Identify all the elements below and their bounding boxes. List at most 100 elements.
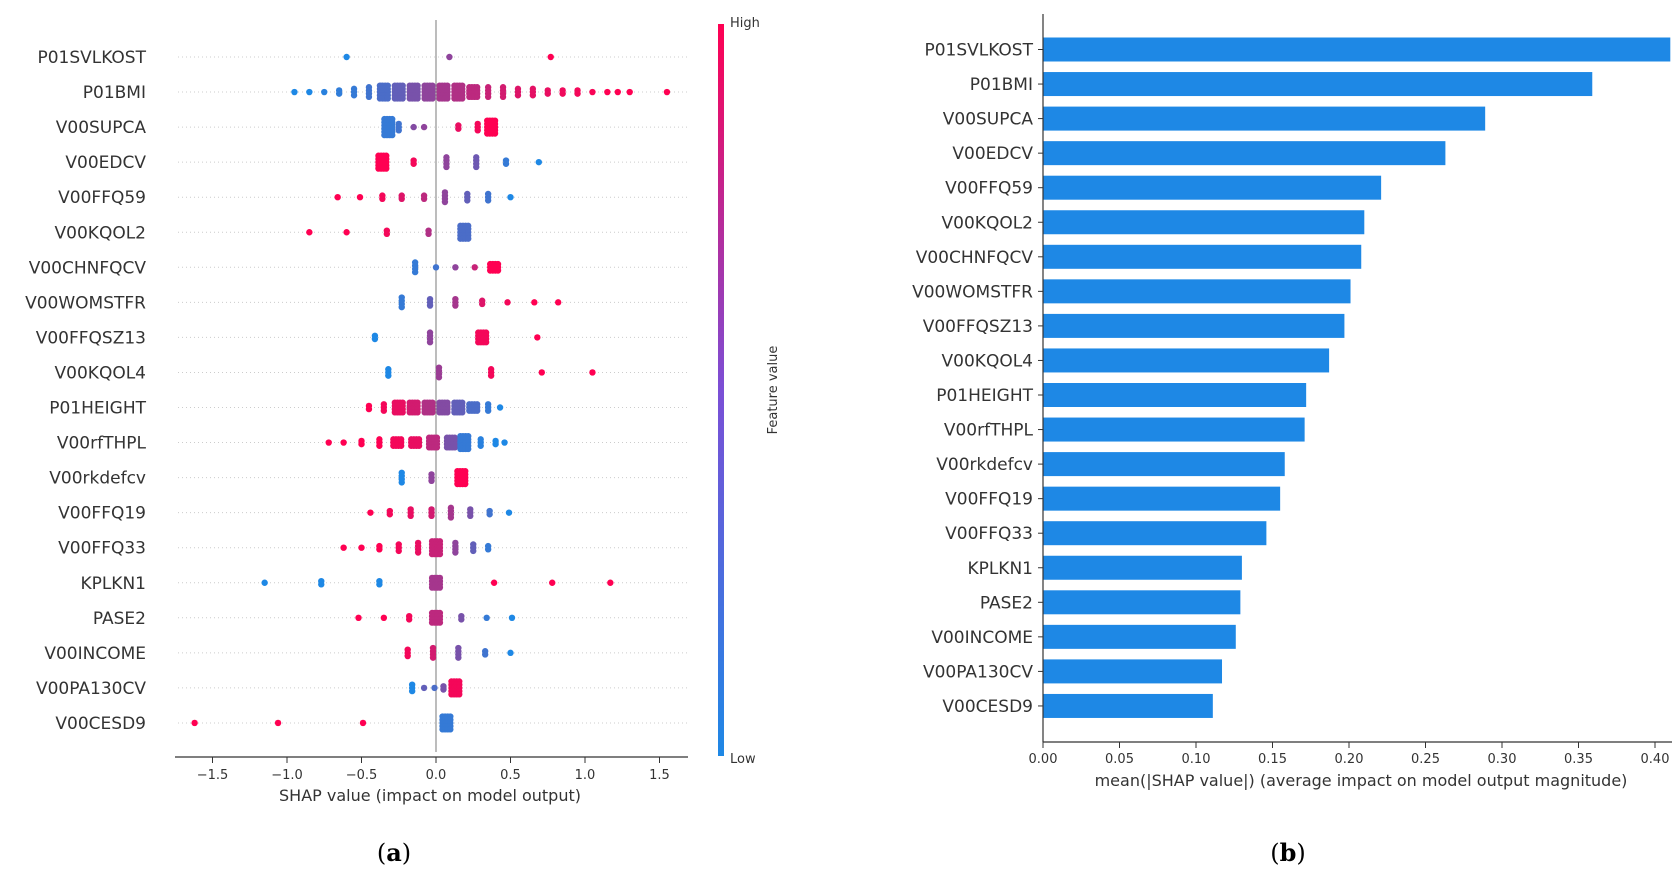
shap-point [325,439,332,446]
importance-bar [1043,486,1281,511]
feature-label: P01HEIGHT [49,399,146,419]
colorbar-low-label: Low [730,752,756,767]
bar-feature-label: V00FFQ59 [945,179,1033,199]
shap-point [467,512,474,520]
shap-point [447,514,455,521]
bar-feature-label: V00PA130CV [923,662,1033,682]
shap-point [359,719,367,727]
shap-point [444,95,451,102]
shap-point [473,93,481,101]
importance-bar [1043,521,1267,546]
shap-point [415,442,423,449]
shap-point [261,579,268,586]
shap-point [343,53,350,61]
shap-point [411,268,419,276]
shap-point [483,614,490,621]
shap-point [451,444,458,451]
shap-point [505,509,513,516]
feature-label: V00FFQ59 [58,188,146,208]
shap-point [458,616,465,623]
shap-point [589,369,596,376]
shap-point [484,546,492,553]
x-tick-label: 1.0 [575,768,596,783]
bar-feature-label: V00FFQ33 [945,524,1033,544]
shap-point [395,547,402,555]
bar-feature-label: V00CHNFQCV [916,248,1034,268]
shap-point [380,614,388,621]
shap-point [395,127,402,134]
shap-point [614,88,621,96]
shap-point [380,407,388,414]
shap-point [398,303,405,311]
shap-point [486,511,493,518]
shap-point [379,195,386,202]
shap-point [318,581,325,588]
colorbar-title: Feature value [766,346,781,435]
shap-point [538,369,545,376]
x-tick-label: 0.0 [426,768,447,783]
colorbar-gradient [718,24,724,756]
x-tick-label: −1.5 [197,768,229,783]
shap-point [502,160,510,167]
importance-bars [1043,37,1671,718]
shap-point [386,511,394,518]
feature-label: P01SVLKOST [37,48,146,68]
importance-bar [1043,279,1351,304]
shap-point [407,512,414,520]
importance-bar [1043,693,1213,718]
shap-point [398,195,405,202]
bar-feature-label: KPLKN1 [967,559,1033,579]
shap-point [321,88,328,96]
shap-point [481,651,489,658]
shap-point [385,372,392,379]
bar-feature-label: V00rfTHPL [944,421,1034,441]
shap-point [367,509,374,516]
x-tick-label: −1.0 [271,768,303,783]
shap-point [274,719,282,727]
bar-feature-label: V00EDCV [952,144,1033,164]
shap-point [350,92,358,99]
shap-point [459,95,466,102]
caption-open-paren: ( [1270,839,1279,867]
shap-point [574,90,581,97]
bar-feature-labels: P01SVLKOST P01BMI V00SUPCA V00EDCV V00FFQ59 V… [912,41,1043,717]
shap-point [420,684,428,692]
shap-point [440,686,447,693]
feature-label: V00INCOME [44,644,146,664]
x-tick-label: 0.10 [1182,752,1211,767]
shap-point [399,409,406,416]
shap-point [408,687,416,695]
importance-bar [1043,72,1593,97]
bar-feature-label: PASE2 [980,593,1033,613]
caption-open-paren: ( [377,839,386,867]
shap-point [455,125,462,132]
shap-point [365,93,373,101]
shap-point [334,194,341,201]
importance-bar [1043,452,1285,477]
colorbar: High Low Feature value [718,16,781,767]
bar-feature-label: P01BMI [970,75,1033,95]
importance-bar [1043,244,1362,269]
shap-point [589,88,596,96]
shap-point [428,512,435,520]
shap-point [494,267,502,274]
shap-point [507,649,514,657]
shap-point [663,88,671,96]
x-tick-label: 0.35 [1564,752,1593,767]
feature-label: V00PA130CV [36,679,146,699]
shap-point [465,445,472,453]
shap-point [414,549,422,556]
shap-point [414,95,421,102]
x-tick-label: 0.05 [1105,752,1134,767]
importance-bar [1043,175,1382,200]
shap-point [358,544,365,551]
shap-point [383,165,390,172]
bar-feature-label: V00rkdefcv [936,455,1033,475]
shap-point [447,726,454,733]
shap-point [356,194,364,201]
x-axis-label: SHAP value (impact on model output) [279,786,581,805]
shap-point [436,584,444,591]
shap-point [399,95,406,102]
shap-point [464,197,471,204]
